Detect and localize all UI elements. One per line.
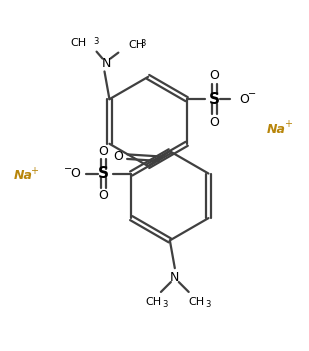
Text: CH: CH (70, 38, 87, 48)
Text: +: + (30, 166, 38, 176)
Text: CH: CH (128, 40, 144, 50)
Text: O: O (70, 167, 80, 180)
Text: 3: 3 (162, 300, 167, 309)
Text: Na: Na (13, 170, 32, 183)
Text: 3: 3 (140, 39, 146, 48)
Text: N: N (102, 57, 111, 70)
Text: S: S (209, 92, 220, 107)
Text: Na: Na (267, 123, 286, 136)
Text: N: N (170, 271, 180, 284)
Text: S: S (98, 166, 109, 181)
Text: O: O (239, 93, 249, 106)
Text: O: O (113, 150, 123, 163)
Text: O: O (210, 117, 219, 130)
Text: O: O (99, 145, 108, 158)
Text: 3: 3 (94, 37, 99, 46)
Text: −: − (248, 89, 256, 99)
Text: O: O (210, 69, 219, 82)
Text: O: O (99, 189, 108, 202)
Text: CH: CH (145, 297, 161, 307)
Text: CH: CH (188, 297, 205, 307)
Text: 3: 3 (205, 300, 211, 309)
Text: −: − (64, 164, 72, 173)
Text: +: + (284, 119, 292, 130)
